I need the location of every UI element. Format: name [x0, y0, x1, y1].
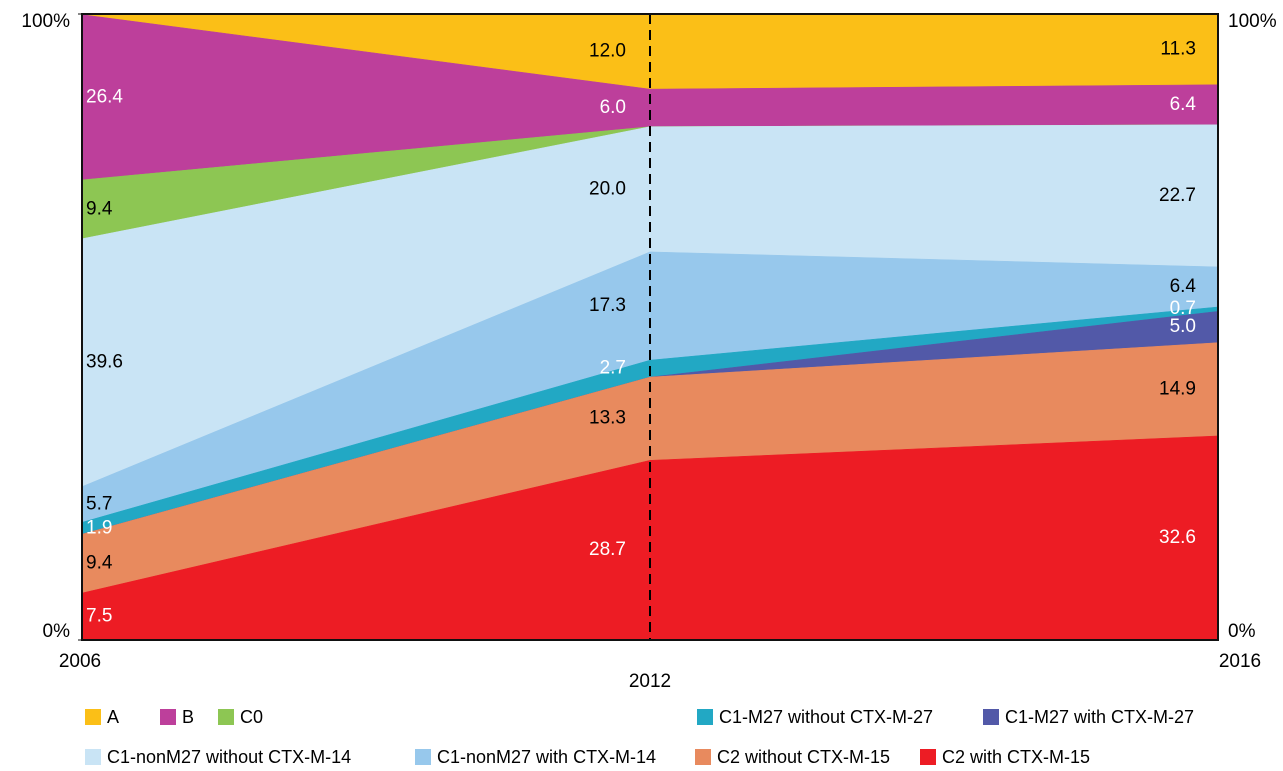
data-label: 26.4 [86, 86, 123, 107]
y-tick-label: 0% [43, 621, 71, 642]
data-label: 12.0 [589, 41, 626, 62]
data-label: 0.7 [1170, 298, 1196, 319]
data-label: 13.3 [589, 408, 626, 429]
legend-item: B [160, 707, 194, 727]
legend-swatch [85, 749, 101, 765]
legend-label: C2 without CTX-M-15 [717, 747, 890, 766]
legend-swatch [218, 709, 234, 725]
data-label: 9.4 [86, 198, 113, 219]
data-label: 20.0 [589, 178, 626, 199]
legend-item: C0 [218, 707, 263, 727]
legend-label: C0 [240, 707, 263, 727]
legend-swatch [695, 749, 711, 765]
legend-swatch [415, 749, 431, 765]
legend-item: A [85, 707, 119, 727]
x-tick-label: 2016 [1219, 651, 1261, 672]
legend-label: C1-nonM27 without CTX-M-14 [107, 747, 351, 766]
legend-item: C2 without CTX-M-15 [695, 747, 890, 767]
y2-tick-label: 100% [1228, 11, 1277, 32]
data-label: 32.6 [1159, 527, 1196, 548]
data-label: 2.7 [600, 358, 626, 379]
legend-label: C1-nonM27 with CTX-M-14 [437, 747, 656, 766]
legend-label: C1-M27 with CTX-M-27 [1005, 707, 1194, 727]
data-label: 5.7 [86, 493, 112, 514]
data-label: 7.5 [86, 606, 112, 627]
data-label: 22.7 [1159, 185, 1196, 206]
y-tick-label: 100% [21, 11, 70, 32]
legend-item: C1-nonM27 without CTX-M-14 [85, 747, 351, 767]
data-label: 6.4 [1170, 94, 1197, 115]
legend-swatch [983, 709, 999, 725]
data-label: 14.9 [1159, 378, 1196, 399]
legend-item: C2 with CTX-M-15 [920, 747, 1090, 767]
legend-swatch [697, 709, 713, 725]
data-label: 5.0 [1170, 316, 1196, 337]
legend-item: C1-nonM27 with CTX-M-14 [415, 747, 656, 767]
data-label: 28.7 [589, 539, 626, 560]
data-label: 9.4 [86, 553, 113, 574]
legend-label: C1-M27 without CTX-M-27 [719, 707, 933, 727]
legend-label: C2 with CTX-M-15 [942, 747, 1090, 766]
data-label: 1.9 [86, 517, 112, 538]
data-label: 6.4 [1170, 276, 1197, 297]
y2-tick-label: 0% [1228, 621, 1256, 642]
legend-item: C1-M27 without CTX-M-27 [697, 707, 933, 727]
legend-label: A [107, 707, 119, 727]
legend-swatch [85, 709, 101, 725]
legend-swatch [160, 709, 176, 725]
data-label: 11.3 [1160, 38, 1196, 59]
x-tick-label: 2012 [629, 671, 671, 692]
legend-item: C1-M27 with CTX-M-27 [983, 707, 1194, 727]
plot-frame [81, 13, 1219, 641]
data-label: 6.0 [600, 97, 626, 118]
x-tick-label: 2006 [59, 651, 101, 672]
data-label: 39.6 [86, 352, 123, 373]
data-label: 17.3 [589, 295, 626, 316]
legend-swatch [920, 749, 936, 765]
legend-label: B [182, 707, 194, 727]
